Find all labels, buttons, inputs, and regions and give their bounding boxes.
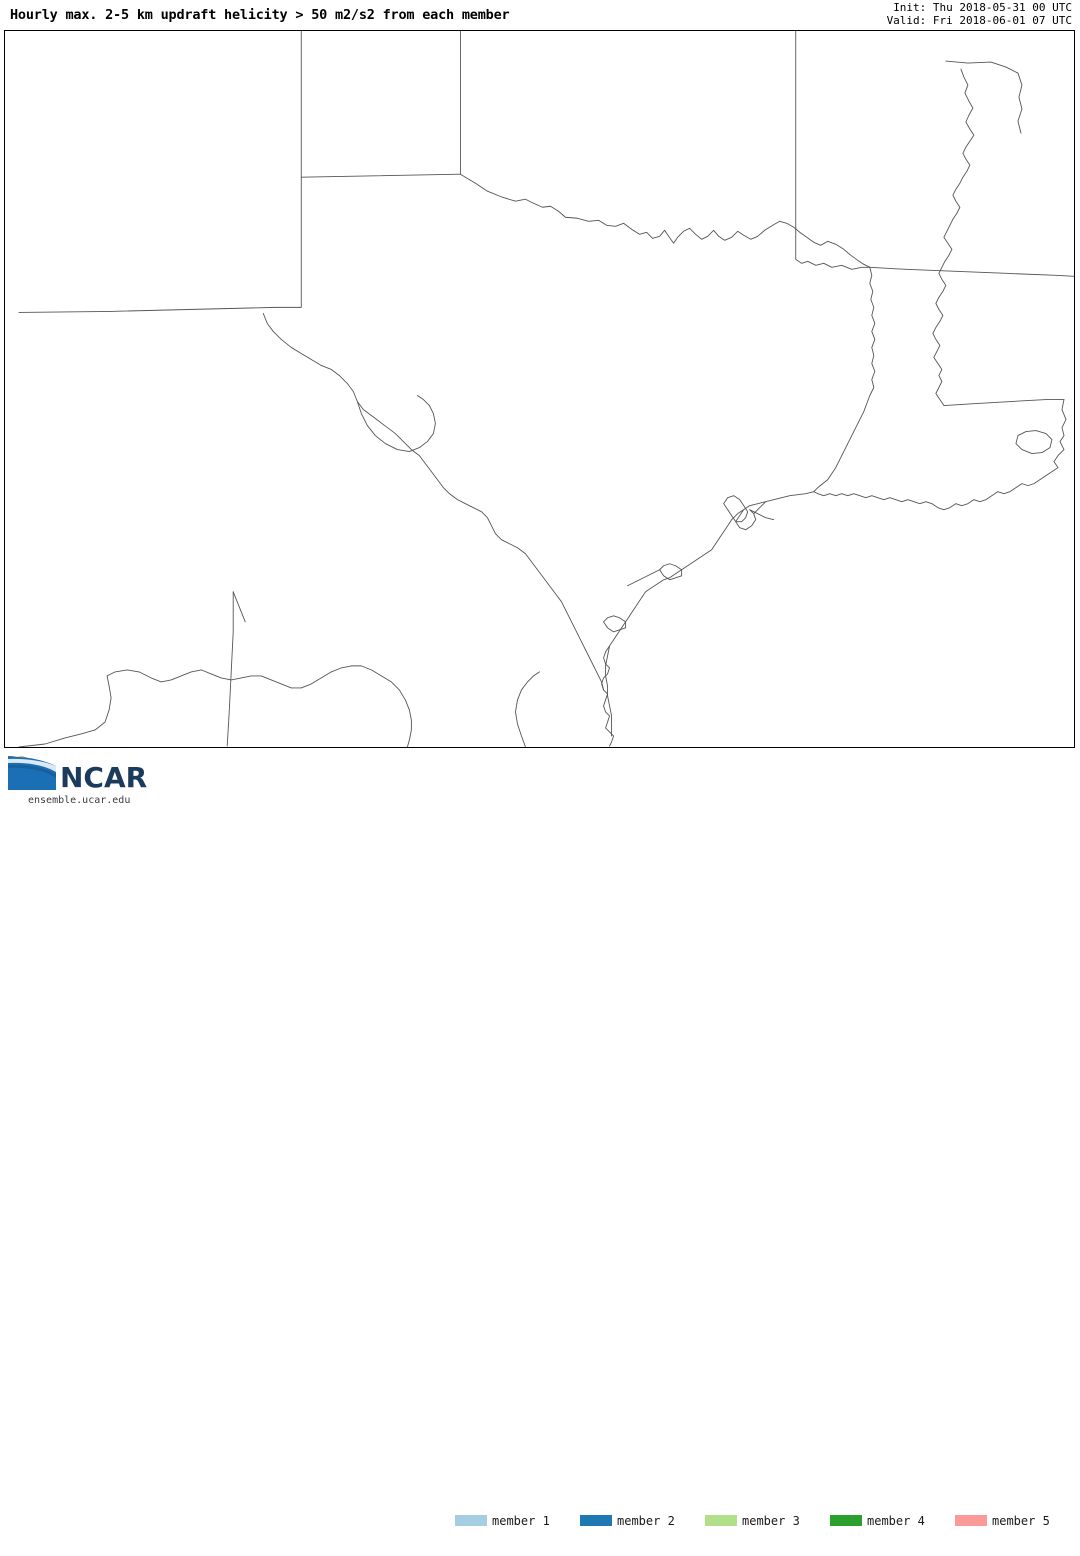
louisiana-mississippi-south-line [943,399,1065,406]
map-boundaries [18,31,1074,747]
mexico-state-border-west [226,591,234,747]
mexico-state-border-stub [232,591,246,623]
new-mexico-east-border [274,31,302,308]
legend-swatch-icon [830,1515,862,1526]
mississippi-east-upper [1017,72,1023,134]
mexico-southern-state-border [18,665,412,747]
texas-gulf-coastline [601,491,815,747]
new-mexico-south-border [18,306,276,313]
legend-swatch-icon [455,1515,487,1526]
ncar-logo[interactable]: NCAR ensemble.ucar.edu [6,754,186,806]
lake-pontchartrain [1015,430,1053,455]
matagorda-peninsula [627,569,661,587]
footer-bar: NCAR ensemble.ucar.edu member 1 member 2… [0,750,1080,1528]
big-bend-loop [356,395,436,453]
texas-panhandle-south-west-step [300,173,461,178]
page-title: Hourly max. 2-5 km updraft helicity > 50… [10,7,510,23]
rio-grande-border [262,312,605,691]
matagorda-bay [659,563,683,581]
mexico-interior-border [515,671,540,747]
legend-label: member 5 [992,1513,1050,1528]
mississippi-north-border [945,60,1019,74]
valid-time: Valid: Fri 2018-06-01 07 UTC [886,14,1072,27]
ncar-logo-mark [8,756,56,790]
legend-label: member 3 [742,1513,800,1528]
legend-item-member-2[interactable]: member 2 [580,1510,705,1531]
texas-louisiana-border [813,266,876,493]
legend-swatch-icon [955,1515,987,1526]
oklahoma-arkansas-border [795,31,871,270]
padre-island [605,645,613,737]
ncar-logo-graphic: NCAR [8,756,147,794]
arkansas-louisiana-border [869,266,1074,277]
member-legend: member 1 member 2 member 3 member 4 memb… [455,1510,1080,1556]
louisiana-gulf-coastline [813,399,1067,511]
red-river-border [459,173,871,268]
legend-swatch-icon [580,1515,612,1526]
legend-item-member-1[interactable]: member 1 [455,1510,580,1531]
header-bar: Hourly max. 2-5 km updraft helicity > 50… [0,0,1080,30]
ncar-wordmark: NCAR [60,761,147,794]
forecast-timestamps: Init: Thu 2018-05-31 00 UTC Valid: Fri 2… [887,1,1072,27]
mississippi-river-border [932,68,975,406]
legend-label: member 1 [492,1513,550,1528]
corpus-christi-bay [603,615,627,633]
legend-item-member-3[interactable]: member 3 [705,1510,830,1531]
legend-label: member 4 [867,1513,925,1528]
map-panel[interactable] [4,30,1075,748]
init-time: Init: Thu 2018-05-31 00 UTC [893,1,1072,14]
galveston-island [749,509,775,521]
ncar-url-text: ensemble.ucar.edu [28,795,131,806]
galveston-bay [723,495,749,523]
legend-label: member 2 [617,1513,675,1528]
legend-item-member-4[interactable]: member 4 [830,1510,955,1531]
legend-swatch-icon [705,1515,737,1526]
legend-item-member-5[interactable]: member 5 [955,1510,1080,1531]
boundary-lines [18,31,1074,747]
